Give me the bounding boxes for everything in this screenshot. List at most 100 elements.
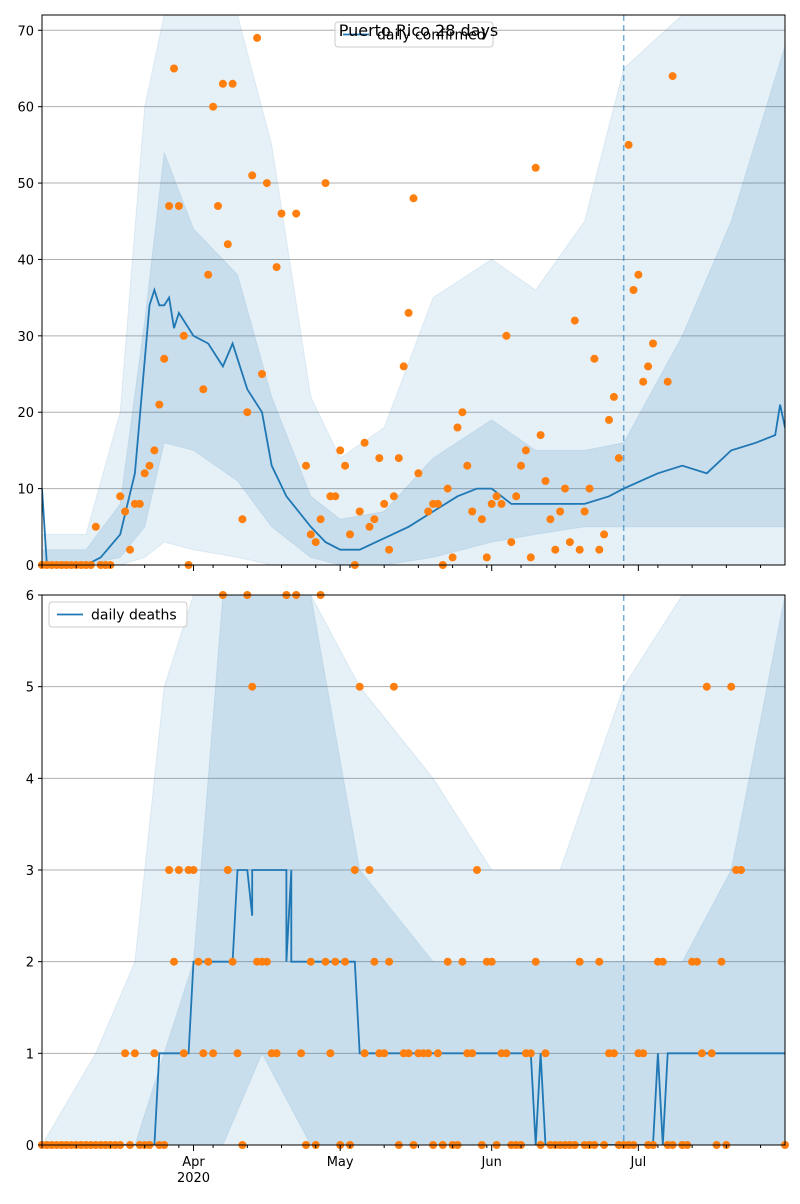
data-point xyxy=(174,866,183,874)
data-point xyxy=(605,415,613,424)
data-point xyxy=(697,1049,706,1058)
data-point xyxy=(658,957,667,966)
data-point xyxy=(360,1049,369,1058)
data-point xyxy=(248,171,257,180)
plot-area xyxy=(42,15,785,565)
data-point xyxy=(262,957,271,966)
data-point xyxy=(262,179,271,188)
data-point xyxy=(556,507,565,516)
x-tick-label: Jun xyxy=(481,1155,502,1170)
y-tick-label: 10 xyxy=(17,483,34,498)
data-point xyxy=(468,1049,477,1058)
series-line xyxy=(42,869,785,1145)
y-tick-label: 60 xyxy=(17,101,34,116)
outer-band xyxy=(42,15,785,565)
data-point xyxy=(272,1049,281,1058)
data-point xyxy=(443,957,452,966)
plot-area xyxy=(42,595,785,1145)
data-point xyxy=(702,682,711,691)
data-point xyxy=(218,79,227,88)
data-point xyxy=(575,957,584,966)
data-point xyxy=(443,484,452,493)
data-point xyxy=(477,515,486,524)
data-point xyxy=(541,477,550,485)
data-point xyxy=(609,392,618,401)
data-point xyxy=(404,1049,413,1058)
data-point xyxy=(531,163,540,172)
y-tick-label: 0 xyxy=(26,559,34,574)
data-point xyxy=(126,545,134,554)
data-point xyxy=(541,1049,550,1058)
data-point xyxy=(463,461,472,470)
data-point xyxy=(355,682,364,691)
data-point xyxy=(316,515,325,524)
series-line xyxy=(42,287,785,565)
data-point xyxy=(311,538,320,547)
observed-points xyxy=(38,33,677,569)
x-tick-label: Apr xyxy=(182,1155,205,1170)
chart-title: Puerto Rico 28 days xyxy=(339,21,499,40)
data-point xyxy=(253,33,262,42)
data-point xyxy=(561,484,569,493)
data-point xyxy=(199,385,208,394)
y-tick-label: 5 xyxy=(26,681,34,696)
data-point xyxy=(424,507,433,516)
data-point xyxy=(233,1049,242,1058)
axes-frame xyxy=(41,14,786,566)
data-point xyxy=(453,423,462,432)
data-point xyxy=(433,1049,442,1058)
data-point xyxy=(258,370,266,378)
data-point xyxy=(155,400,164,409)
data-point xyxy=(170,64,178,73)
data-point xyxy=(375,454,384,463)
data-point xyxy=(160,354,169,363)
data-point xyxy=(614,454,623,463)
data-point xyxy=(502,331,511,340)
data-point xyxy=(585,484,594,493)
data-point xyxy=(341,461,350,470)
data-point xyxy=(223,240,232,249)
data-point xyxy=(399,362,408,371)
data-point xyxy=(565,538,574,547)
inner-band xyxy=(42,595,785,1145)
data-point xyxy=(414,469,423,478)
y-tick-label: 70 xyxy=(17,24,34,39)
data-point xyxy=(487,499,496,508)
data-point xyxy=(551,545,560,554)
data-point xyxy=(394,454,403,463)
data-point xyxy=(145,461,154,470)
data-point xyxy=(170,957,178,966)
data-point xyxy=(306,530,315,539)
data-point xyxy=(737,866,745,874)
data-point xyxy=(707,1049,716,1058)
data-point xyxy=(228,957,237,966)
data-point xyxy=(649,339,657,348)
data-point xyxy=(331,957,340,966)
data-point xyxy=(272,263,281,272)
legend-label: daily confirmed xyxy=(377,28,486,44)
data-point xyxy=(487,957,496,966)
data-point xyxy=(365,522,374,531)
data-point xyxy=(409,194,418,203)
data-point xyxy=(385,957,394,966)
data-point xyxy=(546,515,555,524)
data-point xyxy=(531,957,540,966)
data-point xyxy=(214,202,222,210)
data-point xyxy=(292,209,301,218)
data-point xyxy=(595,545,604,554)
data-point xyxy=(526,1049,535,1058)
legend-box xyxy=(334,21,494,48)
data-point xyxy=(492,492,501,501)
data-point xyxy=(639,1049,648,1058)
data-point xyxy=(297,1049,306,1058)
x-tick-sublabel: 2020 xyxy=(177,1171,210,1186)
data-point xyxy=(174,202,183,210)
y-tick-label: 4 xyxy=(26,772,34,787)
data-point xyxy=(140,469,149,478)
data-point xyxy=(204,270,213,279)
data-point xyxy=(346,530,354,539)
y-tick-label: 20 xyxy=(17,406,34,421)
data-point xyxy=(458,408,467,417)
data-point xyxy=(502,1049,511,1058)
